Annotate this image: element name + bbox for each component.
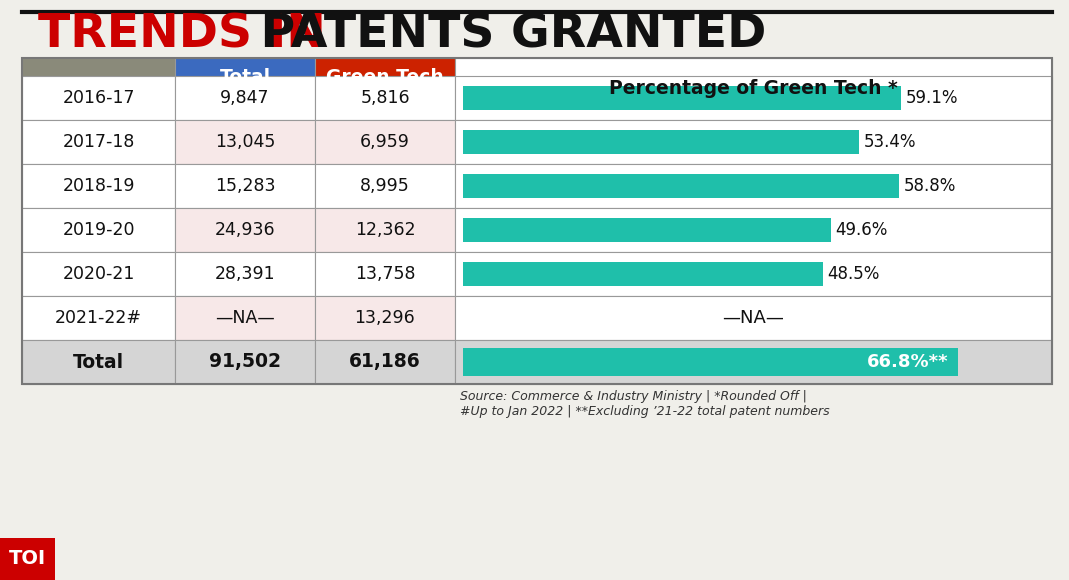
Bar [463,86,901,110]
Bar [22,252,175,296]
Text: 6,959: 6,959 [360,133,409,151]
Bar [175,252,315,296]
Bar [463,130,858,154]
Bar [463,218,831,242]
Text: TRENDS IN: TRENDS IN [38,13,326,57]
Text: 2018-19: 2018-19 [62,177,135,195]
Bar [455,252,1052,296]
Bar [315,252,455,296]
Text: Source: Commerce & Industry Ministry | *Rounded Off |
#Up to Jan 2022 | **Exclud: Source: Commerce & Industry Ministry | *… [460,390,830,418]
Bar [455,76,1052,120]
Text: 13,296: 13,296 [355,309,416,327]
Bar [455,120,1052,164]
Text: 2021-22#: 2021-22# [55,309,142,327]
Bar [315,76,455,120]
Text: 28,391: 28,391 [215,265,276,283]
Text: 49.6%: 49.6% [836,221,888,239]
Text: —NA—: —NA— [723,309,785,327]
Text: Total
Patents: Total Patents [204,68,285,110]
Bar [22,340,175,384]
Text: 48.5%: 48.5% [827,265,880,283]
Text: 24,936: 24,936 [215,221,276,239]
Text: 58.8%: 58.8% [904,177,957,195]
Bar [315,58,455,120]
Text: PATENTS GRANTED: PATENTS GRANTED [244,13,766,57]
Bar [455,296,1052,340]
Text: 13,045: 13,045 [215,133,275,151]
Bar [455,164,1052,208]
Bar [455,208,1052,252]
Text: 53.4%: 53.4% [864,133,916,151]
Bar [455,340,1052,384]
Bar [175,208,315,252]
Text: 59.1%: 59.1% [907,89,959,107]
Text: 5,816: 5,816 [360,89,409,107]
Bar [315,164,455,208]
Text: Total: Total [73,353,124,372]
Text: 61,186: 61,186 [350,353,421,372]
Text: 12,362: 12,362 [355,221,416,239]
Text: 2019-20: 2019-20 [62,221,135,239]
Bar [22,120,175,164]
Bar [315,120,455,164]
Bar [22,76,175,120]
Bar [175,164,315,208]
Text: 15,283: 15,283 [215,177,275,195]
Text: —NA—: —NA— [215,309,275,327]
Bar [22,58,1052,384]
Text: 13,758: 13,758 [355,265,415,283]
Text: Percentage of Green Tech *: Percentage of Green Tech * [609,79,898,99]
Bar [315,208,455,252]
Bar [22,296,175,340]
Bar [175,120,315,164]
Text: 66.8%**: 66.8%** [867,353,948,371]
Text: 8,995: 8,995 [360,177,409,195]
Text: 2017-18: 2017-18 [62,133,135,151]
Bar [175,58,315,120]
Text: Green Tech
Patents: Green Tech Patents [326,68,444,110]
Bar [175,76,315,120]
Bar [455,58,1052,120]
Bar [315,340,455,384]
Bar [22,208,175,252]
Bar [315,296,455,340]
Bar [175,296,315,340]
Text: TOI: TOI [9,549,46,568]
Text: 2020-21: 2020-21 [62,265,135,283]
Text: Year: Year [75,79,122,99]
Bar [22,58,175,120]
Text: 91,502: 91,502 [210,353,281,372]
Bar [463,174,899,198]
Bar [0,538,55,580]
Bar [463,347,958,376]
Text: 2016-17: 2016-17 [62,89,135,107]
Bar [22,164,175,208]
Bar [463,262,822,286]
Text: 9,847: 9,847 [220,89,269,107]
Bar [175,340,315,384]
